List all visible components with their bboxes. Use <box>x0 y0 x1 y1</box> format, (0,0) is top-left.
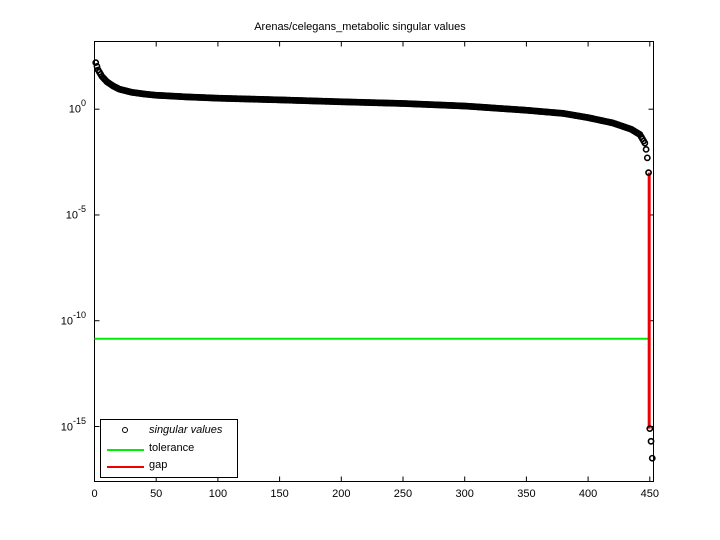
legend-label: gap <box>149 459 168 471</box>
x-tick-label: 250 <box>393 488 413 500</box>
x-axis-ticks <box>94 41 651 482</box>
x-tick-label: 100 <box>208 488 228 500</box>
x-tick-label: 300 <box>455 488 474 500</box>
legend-item-singular-values: singular values <box>101 423 237 440</box>
chart-title: Arenas/celegans_metabolic singular value… <box>254 21 466 33</box>
red-line-icon <box>107 466 144 468</box>
y-tick-label: 100 <box>68 98 86 116</box>
y-tick-label: 10-10 <box>60 309 86 328</box>
legend-item-gap: gap <box>101 458 237 475</box>
legend-item-tolerance: tolerance <box>101 441 237 458</box>
circle-marker-icon <box>122 427 128 433</box>
x-tick-label: 400 <box>578 488 598 500</box>
y-axis-ticks <box>94 108 654 427</box>
x-tick-label: 450 <box>640 488 659 500</box>
x-tick-label: 350 <box>517 488 536 500</box>
legend-label: singular values <box>149 424 223 436</box>
x-tick-label: 150 <box>270 488 289 500</box>
x-tick-label: 200 <box>332 488 351 500</box>
singular-values-markers <box>92 59 656 462</box>
green-line-icon <box>107 449 144 451</box>
legend: singular values tolerance gap <box>100 419 238 478</box>
axes-box <box>94 41 654 482</box>
x-tick-label: 50 <box>150 488 163 500</box>
x-tick-label: 0 <box>91 488 98 500</box>
y-tick-label: 10-5 <box>65 203 86 222</box>
legend-label: tolerance <box>149 442 195 454</box>
y-tick-label: 10-15 <box>60 415 86 434</box>
